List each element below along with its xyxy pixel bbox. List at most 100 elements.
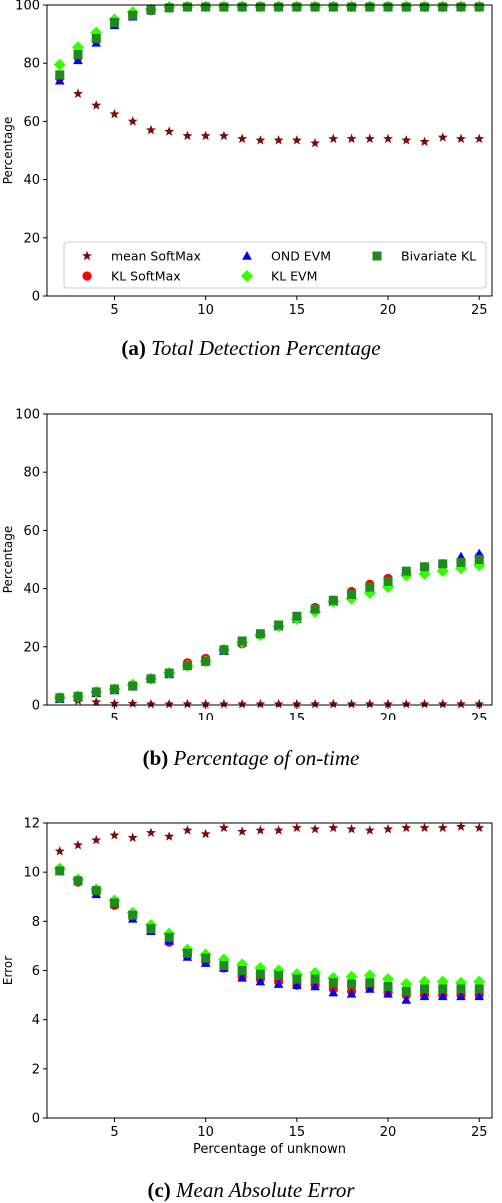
x-tick-label: 5 [110,712,118,720]
caption-b-label: (b) [142,746,169,770]
point-bivariate-kl-4 [91,886,101,896]
point-kl-evm-20 [382,973,395,986]
y-axis-label: Error [1,956,15,985]
y-tick-label: 60 [23,115,40,130]
data-markers [53,821,486,1004]
point-ond-evm-22 [419,991,430,1001]
point-kl-evm-13 [254,962,267,975]
x-tick-label: 10 [197,712,214,720]
x-tick-label: 25 [471,303,488,318]
legend-marker-bivariate-kl [372,251,382,261]
point-bivariate-kl-15 [292,974,302,984]
y-tick-label: 20 [23,640,40,655]
point-mean-softmax-5 [109,108,120,119]
legend-marker-kl-softmax [82,271,92,281]
point-mean-softmax-9 [182,698,193,709]
y-tick-label: 2 [32,1062,40,1077]
point-bivariate-kl-18 [347,2,357,12]
point-ond-evm-15 [292,980,302,990]
data-markers [53,548,486,709]
point-mean-softmax-22 [419,136,430,146]
point-bivariate-kl-7 [146,924,156,934]
point-mean-softmax-2 [54,846,65,856]
point-mean-softmax-13 [255,698,266,709]
point-bivariate-kl-10 [201,953,211,963]
point-bivariate-kl-25 [474,984,484,994]
point-mean-softmax-16 [310,823,321,834]
point-mean-softmax-6 [127,698,138,708]
point-bivariate-kl-16 [310,604,320,614]
point-mean-softmax-5 [109,698,120,708]
point-bivariate-kl-14 [274,620,284,630]
point-mean-softmax-16 [310,138,321,148]
point-bivariate-kl-13 [255,2,265,12]
point-mean-softmax-7 [146,698,156,709]
point-bivariate-kl-5 [109,17,119,27]
x-tick-label: 20 [380,712,397,720]
point-bivariate-kl-21 [401,566,411,576]
plot-frame [46,822,493,1119]
point-mean-softmax-21 [401,698,412,709]
point-mean-softmax-18 [346,823,357,834]
axis-ticks: 5 10 15 20 25 0 2 4 6 8 10 12 [23,817,487,1141]
point-ond-evm-13 [255,976,266,986]
y-tick-label: 20 [23,231,40,246]
legend-label-ond-evm: OND EVM [271,249,331,264]
point-mean-softmax-14 [273,698,284,709]
point-ond-evm-16 [310,981,320,991]
point-mean-softmax-9 [182,825,193,835]
caption-b-text: Percentage of on-time [173,746,360,770]
y-tick-label: 80 [23,466,40,481]
chart-panel-a: 5 10 15 20 25 0 20 40 60 80 100 Percentage mean Soft… [0,0,502,320]
point-ond-evm-14 [273,979,284,988]
y-tick-label: 0 [32,290,40,305]
point-ond-evm-23 [437,991,448,1001]
caption-a-text: Total Detection Percentage [151,336,381,360]
point-bivariate-kl-5 [109,898,119,908]
point-ond-evm-25 [474,991,485,1001]
chart-panel-c: 5 10 15 20 25 0 2 4 6 8 10 12 Error Percentage of unk… [0,810,502,1165]
legend-marker-kl-evm [241,270,253,282]
caption-c-text: Mean Absolute Error [176,1178,355,1202]
point-kl-evm-24 [454,976,467,989]
point-bivariate-kl-16 [310,974,320,984]
point-bivariate-kl-3 [73,691,83,701]
point-bivariate-kl-17 [328,595,338,605]
point-mean-softmax-11 [218,698,229,709]
point-bivariate-kl-8 [164,932,174,942]
point-mean-softmax-8 [164,831,175,841]
point-mean-softmax-15 [291,698,302,709]
point-bivariate-kl-11 [219,645,229,655]
y-axis-label: Percentage [1,526,15,594]
point-bivariate-kl-10 [201,656,211,666]
point-mean-softmax-18 [346,698,357,709]
point-bivariate-kl-6 [128,910,138,920]
point-bivariate-kl-24 [456,557,466,567]
point-kl-evm-24 [454,562,467,575]
y-tick-label: 0 [32,1112,40,1127]
x-tick-label: 10 [197,1125,214,1140]
point-bivariate-kl-7 [146,674,156,684]
point-bivariate-kl-8 [164,668,174,678]
point-bivariate-kl-14 [274,970,284,980]
point-bivariate-kl-18 [347,979,357,989]
x-tick-label: 15 [289,303,306,318]
point-mean-softmax-23 [437,698,448,709]
point-mean-softmax-15 [291,135,302,145]
legend-label-mean-softmax: mean SoftMax [111,249,201,264]
point-bivariate-kl-2 [55,866,65,876]
x-tick-label: 15 [289,1125,306,1140]
point-ond-evm-18 [346,988,357,998]
point-mean-softmax-21 [401,135,412,145]
point-mean-softmax-25 [474,822,485,833]
point-mean-softmax-7 [146,124,156,135]
x-tick-label: 25 [471,712,488,720]
legend-marker-mean-softmax [82,250,92,261]
caption-a: (a) Total Detection Percentage [0,336,502,361]
point-mean-softmax-6 [127,832,138,842]
point-mean-softmax-14 [273,825,284,835]
y-tick-label: 10 [23,866,40,881]
point-bivariate-kl-17 [328,2,338,12]
point-mean-softmax-10 [200,130,211,141]
point-bivariate-kl-18 [347,589,357,599]
